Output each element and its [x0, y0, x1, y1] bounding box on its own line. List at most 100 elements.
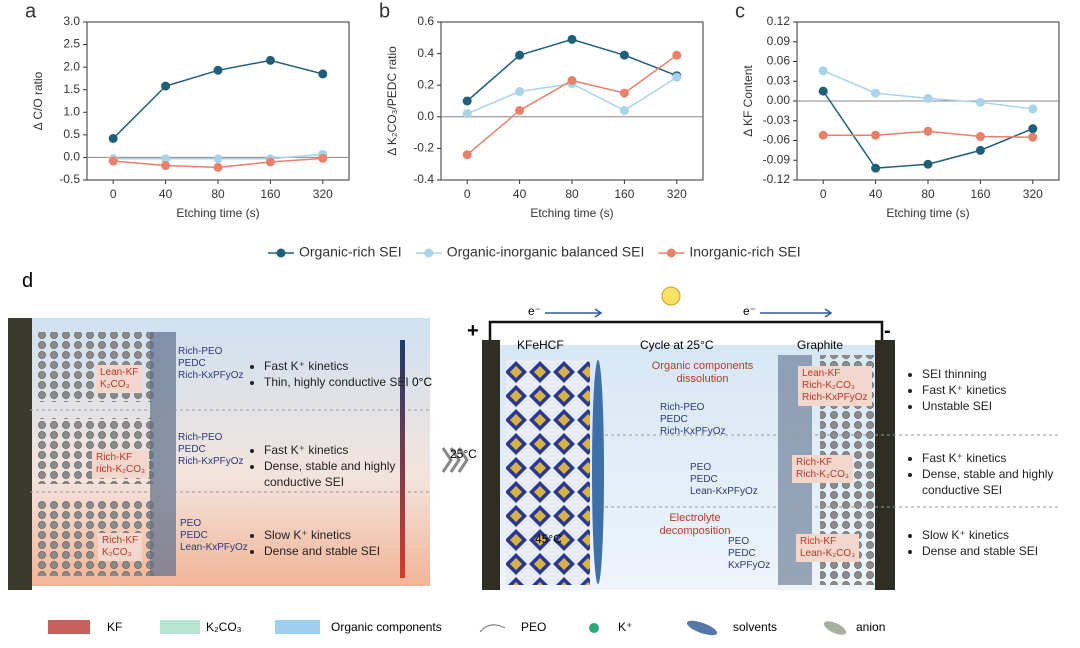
- icon: [48, 620, 90, 634]
- y-axis-label: Δ C/O ratio: [31, 71, 45, 130]
- label-line: Rich-KF: [96, 452, 133, 463]
- bullet: Slow K⁺ kinetics: [922, 527, 1077, 543]
- data-point: [619, 88, 629, 98]
- bullet: Fast K⁺ kinetics: [922, 450, 1077, 466]
- data-point: [619, 50, 629, 60]
- label-block: Rich-KF rich-K₂CO₃: [92, 450, 150, 478]
- data-point: [923, 126, 933, 136]
- data-point: [213, 162, 223, 172]
- electron-arrows: [545, 308, 833, 318]
- label-line: PEDC: [178, 444, 206, 455]
- legend-label: Inorganic-rich SEI: [689, 244, 800, 260]
- y-tick-label: 0.12: [767, 14, 791, 28]
- y-tick-label: 0.03: [767, 73, 791, 87]
- label: e⁻: [743, 304, 757, 318]
- bullet: Fast K⁺ kinetics: [922, 382, 1077, 398]
- x-tick-label: 320: [667, 187, 687, 201]
- panel-label: d: [22, 270, 34, 292]
- x-axis-label: Etching time (s): [886, 206, 969, 220]
- label-block: PEO PEDC Lean-KxPFyOz: [690, 462, 758, 498]
- bullet: SEI thinning: [922, 366, 1077, 382]
- label-block: Rich-PEO PEDC Rich-KxPFyOz: [178, 432, 244, 468]
- label-line: K₂CO₃: [100, 379, 130, 390]
- y-tick-label: -0.5: [59, 172, 80, 186]
- data-point: [1028, 104, 1038, 114]
- icon: [160, 620, 200, 634]
- y-tick-label: -0.09: [763, 152, 791, 166]
- label-line: Lean-KF: [802, 368, 841, 379]
- label-line: Rich-K₂CO₃: [796, 469, 849, 480]
- data-point: [871, 130, 881, 140]
- legend-marker: [424, 248, 434, 258]
- y-tick-label: 0.06: [767, 54, 791, 68]
- bullet: Unstable SEI: [922, 398, 1077, 414]
- data-point: [318, 69, 328, 79]
- label-line: Rich-PEO: [178, 346, 223, 357]
- label: solvents: [733, 620, 778, 634]
- x-axis-label: Etching time (s): [176, 206, 259, 220]
- data-point: [161, 81, 171, 91]
- data-point: [1028, 132, 1038, 142]
- separator: [592, 360, 604, 584]
- label-line: Lean-KF: [100, 367, 139, 378]
- x-tick-label: 160: [614, 187, 634, 201]
- label-line: Lean-KxPFyOz: [690, 486, 758, 497]
- label: Cycle at 25°C: [640, 338, 714, 352]
- label: PEO: [521, 620, 547, 634]
- label: Electrolyte decomposition: [659, 512, 731, 537]
- wire: [488, 320, 884, 340]
- label: Organic components dissolution: [651, 360, 754, 385]
- y-tick-label: -0.06: [763, 133, 791, 147]
- label-line: PEDC: [690, 474, 718, 485]
- y-tick-label: -0.4: [413, 172, 434, 186]
- y-tick-label: 3.0: [63, 14, 80, 28]
- label: +: [467, 320, 479, 342]
- label: e⁻: [528, 304, 542, 318]
- y-tick-label: 0.5: [63, 127, 80, 141]
- label: anion: [856, 620, 886, 634]
- icon: [589, 623, 599, 633]
- y-tick-label: 0.09: [767, 34, 791, 48]
- y-tick-label: 0.2: [417, 77, 434, 91]
- label-line: Rich-KxPFyOz: [660, 426, 726, 437]
- data-point: [975, 97, 985, 107]
- data-point: [213, 65, 223, 75]
- y-axis-label: Δ K₂CO₃/PEDC ratio: [385, 46, 399, 156]
- bullet-list: Fast K⁺ kineticsDense, stable and highly…: [908, 450, 1077, 498]
- label: KF: [107, 620, 123, 634]
- data-point: [818, 66, 828, 76]
- bullet: Fast K⁺ kinetics: [264, 442, 414, 458]
- bullet: Dense and stable SEI: [922, 543, 1077, 559]
- y-tick-label: 0.4: [417, 46, 434, 60]
- y-tick-label: 0.00: [767, 93, 791, 107]
- data-point: [161, 161, 171, 171]
- label-line: PEO: [180, 518, 202, 529]
- panel-label: b: [379, 0, 390, 22]
- x-tick-label: 80: [565, 187, 579, 201]
- x-tick-label: 40: [159, 187, 173, 201]
- icon: [275, 620, 320, 634]
- label: KFeHCF: [517, 338, 564, 352]
- data-point: [1028, 124, 1038, 134]
- data-point: [923, 159, 933, 169]
- x-tick-label: 320: [313, 187, 333, 201]
- bullet: Dense, stable and highly conductive SEI: [264, 458, 414, 490]
- lattice: [506, 360, 590, 585]
- chevrons: [441, 447, 469, 473]
- temperature: 0°C: [412, 375, 433, 389]
- label-block: PEO PEDC KxPFyOz: [728, 536, 770, 572]
- bullet-list: SEI thinningFast K⁺ kineticsUnstable SEI: [908, 366, 1077, 414]
- label-line: Lean-KxPFyOz: [180, 542, 248, 553]
- series-line: [822, 70, 1033, 110]
- data-point: [975, 132, 985, 142]
- y-axis-label: Δ KF Content: [741, 65, 755, 137]
- data-point: [515, 50, 525, 60]
- label-line: PEDC: [728, 548, 756, 559]
- temperature: 45°C: [535, 532, 562, 546]
- label-line: KxPFyOz: [728, 560, 771, 571]
- y-tick-label: 0.0: [417, 109, 434, 123]
- data-point: [462, 109, 472, 119]
- label-line: Rich-K₂CO₃: [802, 380, 855, 391]
- schematic-legend-icons: [48, 620, 847, 636]
- label-block: Rich-KF K₂CO₃: [98, 533, 143, 561]
